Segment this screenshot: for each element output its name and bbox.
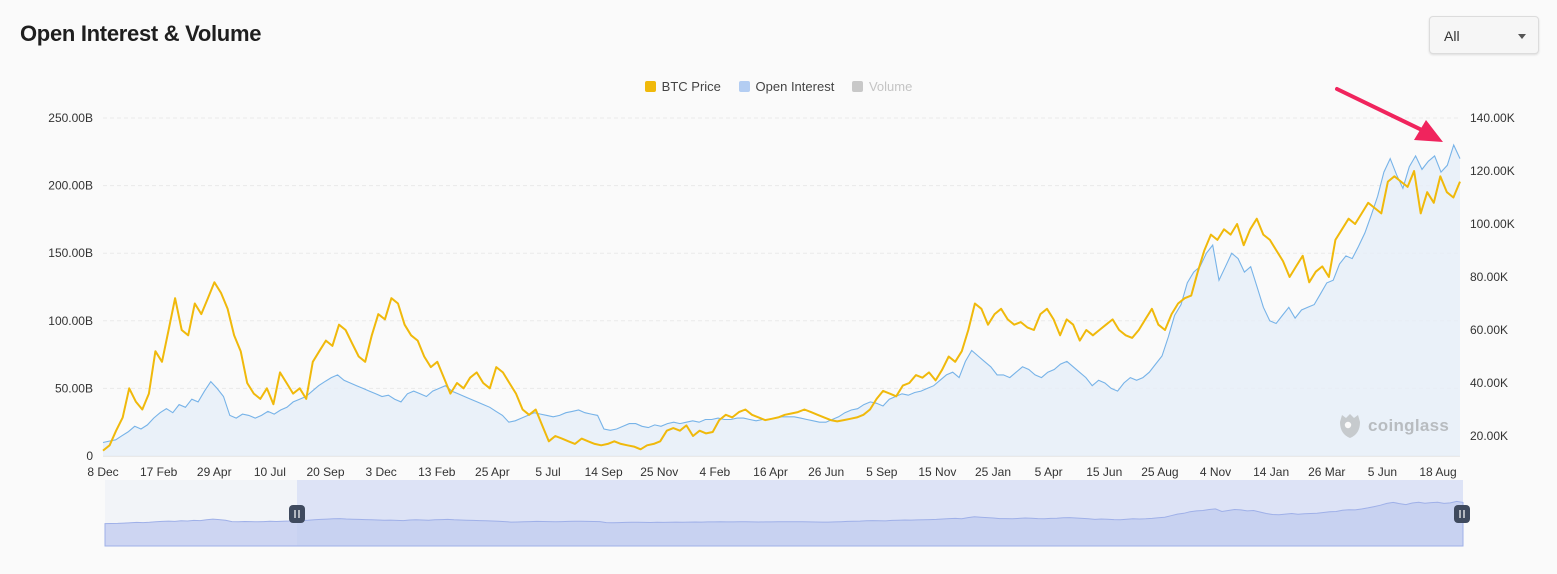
legend-swatch	[851, 81, 863, 92]
y-left-tick-label: 0	[86, 449, 93, 463]
zoom-preview-area	[104, 500, 1464, 547]
watermark: coinglass	[1338, 412, 1449, 440]
x-tick-label: 29 Apr	[197, 465, 232, 479]
x-tick-label: 20 Sep	[306, 465, 344, 479]
y-left-tick-label: 50.00B	[55, 381, 93, 395]
caret-down-icon	[1518, 34, 1526, 39]
legend-label: Volume	[868, 79, 913, 94]
zoom-handle-right[interactable]	[1454, 505, 1470, 523]
watermark-text: coinglass	[1368, 416, 1450, 435]
x-tick-label: 15 Nov	[918, 465, 956, 479]
annotation-arrow-icon	[1335, 87, 1443, 142]
x-tick-label: 18 Aug	[1419, 465, 1456, 479]
period-select[interactable]: All	[1429, 16, 1539, 54]
x-tick-label: 3 Dec	[365, 465, 396, 479]
x-tick-label: 5 Apr	[1035, 465, 1063, 479]
y-left-tick-label: 100.00B	[48, 314, 93, 328]
x-tick-label: 16 Apr	[753, 465, 788, 479]
y-left-tick-label: 200.00B	[48, 179, 93, 193]
y-right-tick-label: 100.00K	[1470, 217, 1515, 231]
legend-swatch	[644, 81, 656, 92]
x-tick-label: 5 Jul	[535, 465, 560, 479]
y-right-tick-label: 20.00K	[1470, 429, 1508, 443]
x-tick-label: 17 Feb	[140, 465, 178, 479]
coinglass-logo-icon	[1340, 414, 1360, 438]
x-tick-label: 5 Jun	[1368, 465, 1397, 479]
x-tick-label: 4 Feb	[700, 465, 731, 479]
legend-label: Open Interest	[755, 79, 835, 94]
btc-price-line[interactable]	[102, 170, 1461, 452]
x-tick-label: 26 Jun	[808, 465, 844, 479]
page-title: Open Interest & Volume	[20, 21, 262, 46]
chart-legend: BTC Price Open Interest Volume	[0, 79, 1557, 95]
x-tick-label: 4 Nov	[1200, 465, 1231, 479]
y-right-tick-label: 140.00K	[1470, 111, 1515, 125]
x-tick-label: 5 Sep	[866, 465, 898, 479]
y-left-tick-label: 250.00B	[48, 111, 93, 125]
x-tick-label: 14 Jan	[1253, 465, 1289, 479]
x-tick-label: 25 Aug	[1141, 465, 1178, 479]
legend-item-open-interest[interactable]: Open Interest	[738, 79, 835, 94]
legend-item-volume[interactable]: Volume	[851, 79, 913, 94]
legend-swatch	[738, 81, 750, 92]
legend-label: BTC Price	[661, 79, 721, 94]
legend-item-btc-price[interactable]: BTC Price	[644, 79, 721, 94]
zoom-handle-left[interactable]	[289, 505, 305, 523]
x-tick-label: 25 Nov	[640, 465, 678, 479]
y-right-tick-label: 80.00K	[1470, 270, 1508, 284]
open-interest-area	[103, 145, 1460, 456]
y-right-tick-label: 60.00K	[1470, 323, 1508, 337]
x-tick-label: 26 Mar	[1308, 465, 1345, 479]
y-left-tick-label: 150.00B	[48, 246, 93, 260]
x-tick-label: 14 Sep	[585, 465, 623, 479]
x-tick-label: 15 Jun	[1086, 465, 1122, 479]
x-tick-label: 8 Dec	[87, 465, 118, 479]
y-right-tick-label: 40.00K	[1470, 376, 1508, 390]
period-select-value: All	[1444, 28, 1460, 44]
x-tick-label: 13 Feb	[418, 465, 456, 479]
y-right-tick-label: 120.00K	[1470, 164, 1515, 178]
x-tick-label: 25 Apr	[475, 465, 510, 479]
x-tick-label: 25 Jan	[975, 465, 1011, 479]
x-tick-label: 10 Jul	[254, 465, 286, 479]
